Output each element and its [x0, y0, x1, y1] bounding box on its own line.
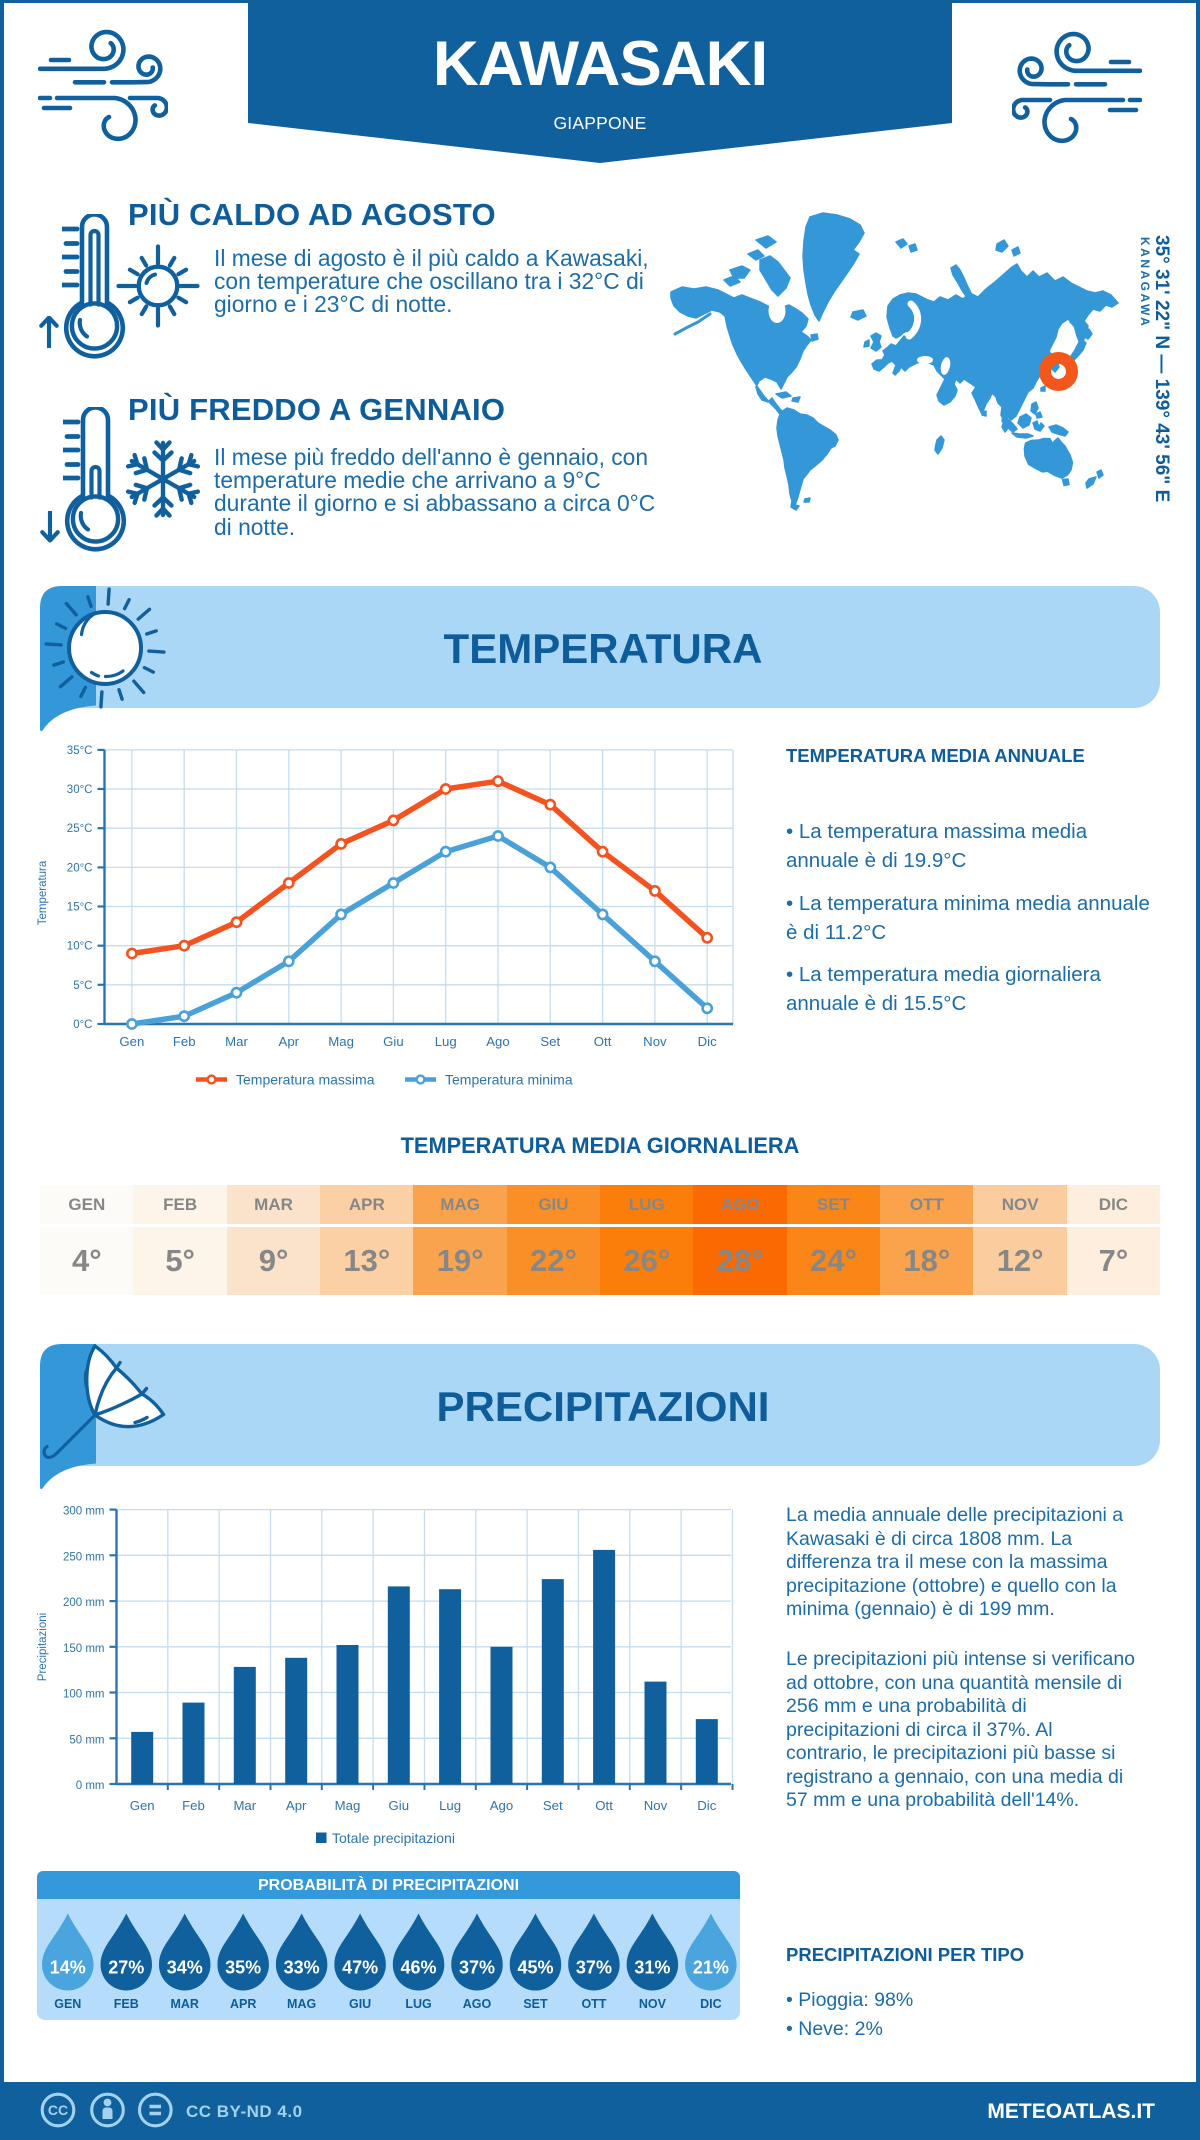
svg-text:20°C: 20°C: [67, 862, 93, 874]
svg-text:DIC: DIC: [700, 1997, 722, 2011]
svg-text:5°C: 5°C: [73, 980, 92, 992]
svg-text:100 mm: 100 mm: [63, 1689, 105, 1701]
svg-text:SET: SET: [523, 1997, 548, 2011]
svg-text:Ott: Ott: [594, 1034, 612, 1049]
svg-text:Giu: Giu: [389, 1798, 410, 1813]
svg-text:27%: 27%: [108, 1958, 144, 1978]
svg-text:33%: 33%: [284, 1958, 320, 1978]
svg-text:Mag: Mag: [328, 1034, 354, 1049]
svg-text:MAG: MAG: [287, 1997, 316, 2011]
svg-text:31%: 31%: [634, 1958, 670, 1978]
svg-text:30°C: 30°C: [67, 784, 93, 796]
svg-text:AGO: AGO: [463, 1997, 492, 2011]
svg-text:Ott: Ott: [595, 1798, 613, 1813]
svg-text:GIU: GIU: [349, 1997, 371, 2011]
svg-text:150 mm: 150 mm: [63, 1643, 105, 1655]
svg-text:0 mm: 0 mm: [76, 1780, 105, 1792]
svg-text:Apr: Apr: [286, 1798, 307, 1813]
svg-text:CC: CC: [48, 2102, 68, 2118]
svg-text:Ago: Ago: [490, 1798, 513, 1813]
svg-text:200 mm: 200 mm: [63, 1597, 105, 1609]
svg-text:0°C: 0°C: [73, 1019, 92, 1031]
svg-text:Gen: Gen: [119, 1034, 144, 1049]
svg-text:10°C: 10°C: [67, 941, 93, 953]
svg-text:NOV: NOV: [639, 1997, 667, 2011]
svg-text:15°C: 15°C: [67, 902, 93, 914]
svg-text:Temperatura: Temperatura: [37, 860, 49, 925]
svg-text:Feb: Feb: [173, 1034, 196, 1049]
svg-text:OTT: OTT: [581, 1997, 606, 2011]
svg-text:Mag: Mag: [335, 1798, 361, 1813]
svg-text:Mar: Mar: [225, 1034, 248, 1049]
svg-text:Temperatura massima: Temperatura massima: [236, 1072, 375, 1088]
svg-text:Dic: Dic: [697, 1798, 716, 1813]
svg-text:Apr: Apr: [279, 1034, 300, 1049]
svg-text:Precipitazioni: Precipitazioni: [37, 1613, 49, 1681]
svg-text:Lug: Lug: [439, 1798, 461, 1813]
svg-text:35°C: 35°C: [67, 745, 93, 757]
svg-text:Set: Set: [540, 1034, 560, 1049]
svg-text:46%: 46%: [401, 1958, 437, 1978]
svg-text:FEB: FEB: [114, 1997, 139, 2011]
svg-text:35%: 35%: [225, 1958, 261, 1978]
svg-text:14%: 14%: [50, 1958, 86, 1978]
svg-text:Lug: Lug: [435, 1034, 457, 1049]
svg-text:APR: APR: [230, 1997, 256, 2011]
svg-text:Feb: Feb: [182, 1798, 205, 1813]
svg-text:34%: 34%: [167, 1958, 203, 1978]
svg-text:Mar: Mar: [233, 1798, 256, 1813]
svg-text:Nov: Nov: [644, 1798, 668, 1813]
svg-text:50 mm: 50 mm: [69, 1734, 104, 1746]
svg-text:GEN: GEN: [54, 1997, 81, 2011]
svg-text:LUG: LUG: [405, 1997, 431, 2011]
svg-text:300 mm: 300 mm: [63, 1506, 105, 1518]
svg-text:25°C: 25°C: [67, 823, 93, 835]
svg-text:Set: Set: [543, 1798, 563, 1813]
svg-text:Dic: Dic: [698, 1034, 717, 1049]
svg-text:37%: 37%: [459, 1958, 495, 1978]
svg-text:Gen: Gen: [130, 1798, 155, 1813]
svg-text:Ago: Ago: [486, 1034, 509, 1049]
svg-text:Nov: Nov: [643, 1034, 667, 1049]
svg-text:Totale precipitazioni: Totale precipitazioni: [332, 1830, 455, 1846]
svg-text:250 mm: 250 mm: [63, 1551, 105, 1563]
svg-text:45%: 45%: [517, 1958, 553, 1978]
svg-text:47%: 47%: [342, 1958, 378, 1978]
svg-text:21%: 21%: [693, 1958, 729, 1978]
svg-text:37%: 37%: [576, 1958, 612, 1978]
svg-text:Temperatura minima: Temperatura minima: [445, 1072, 573, 1088]
svg-text:MAR: MAR: [170, 1997, 198, 2011]
svg-text:Giu: Giu: [383, 1034, 404, 1049]
